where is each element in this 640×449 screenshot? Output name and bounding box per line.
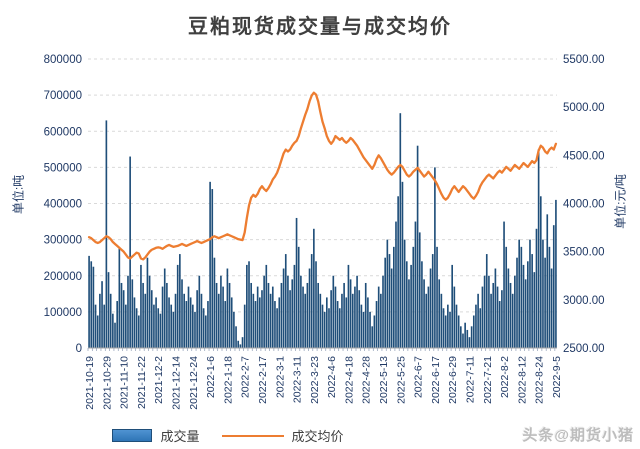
chart-title: 豆粕现货成交量与成交均价 xyxy=(188,16,452,38)
svg-text:4000.00: 4000.00 xyxy=(563,199,605,211)
svg-text:2021-11-22: 2021-11-22 xyxy=(136,356,148,409)
svg-text:2021-12-2: 2021-12-2 xyxy=(153,356,165,404)
x-axis xyxy=(87,347,557,351)
svg-text:2022-8-24: 2022-8-24 xyxy=(534,356,546,404)
svg-text:2021-12-24: 2021-12-24 xyxy=(188,356,200,410)
left-axis-unit-label: 单位:吨 xyxy=(11,174,26,215)
svg-text:600000: 600000 xyxy=(44,126,82,138)
chart-legend: 成交量 成交均价 xyxy=(0,426,470,445)
svg-text:2022-6-29: 2022-6-29 xyxy=(447,356,459,404)
x-axis-labels: 2021-10-19 2021-10-29 2021-11-10 2021-11-22… xyxy=(84,356,563,410)
svg-text:5000.00: 5000.00 xyxy=(563,102,605,114)
svg-text:200000: 200000 xyxy=(44,271,82,283)
svg-text:2022-1-18: 2022-1-18 xyxy=(222,356,234,404)
svg-text:500000: 500000 xyxy=(44,162,82,174)
price-line xyxy=(87,91,558,261)
svg-text:2022-4-18: 2022-4-18 xyxy=(343,356,355,404)
svg-text:2022-5-25: 2022-5-25 xyxy=(395,356,407,404)
svg-text:2022-1-6: 2022-1-6 xyxy=(205,356,217,398)
svg-text:2022-8-12: 2022-8-12 xyxy=(516,356,528,404)
right-axis-tick-labels: 2500.00 3000.00 3500.00 4000.00 4500.00 5000.… xyxy=(563,54,605,355)
volume-legend-swatch-icon xyxy=(112,429,153,442)
svg-text:300000: 300000 xyxy=(44,235,82,247)
svg-text:100000: 100000 xyxy=(44,307,82,319)
svg-text:2500.00: 2500.00 xyxy=(563,343,605,355)
svg-text:2021-11-10: 2021-11-10 xyxy=(119,356,131,409)
svg-text:4500.00: 4500.00 xyxy=(563,150,605,162)
svg-text:2022-2-7: 2022-2-7 xyxy=(240,356,252,398)
svg-text:2021-10-19: 2021-10-19 xyxy=(84,356,96,410)
volume-bars xyxy=(88,113,557,349)
chart-plot: 0 100000 200000 300000 400000 500000 600000 700… xyxy=(44,54,605,410)
price-legend-label: 成交均价 xyxy=(291,429,344,444)
svg-text:2022-7-21: 2022-7-21 xyxy=(482,356,494,404)
right-axis-unit-label: 单位:元/吨 xyxy=(613,174,628,229)
left-axis-tick-labels: 0 100000 200000 300000 400000 500000 600000 700… xyxy=(44,54,82,355)
svg-text:3500.00: 3500.00 xyxy=(563,247,605,259)
svg-text:700000: 700000 xyxy=(44,90,82,102)
svg-text:2022-4-6: 2022-4-6 xyxy=(326,356,338,398)
svg-text:2022-4-28: 2022-4-28 xyxy=(361,356,373,404)
svg-text:2022-3-23: 2022-3-23 xyxy=(309,356,321,404)
volume-legend-label: 成交量 xyxy=(160,429,200,444)
svg-text:400000: 400000 xyxy=(44,199,82,211)
svg-text:2022-5-13: 2022-5-13 xyxy=(378,356,390,404)
svg-text:800000: 800000 xyxy=(44,54,82,66)
svg-text:0: 0 xyxy=(76,343,82,355)
svg-text:2022-6-7: 2022-6-7 xyxy=(413,356,425,398)
svg-text:2022-9-5: 2022-9-5 xyxy=(551,356,563,398)
svg-text:3000.00: 3000.00 xyxy=(563,295,605,307)
svg-text:2022-7-11: 2022-7-11 xyxy=(464,356,476,403)
svg-text:2022-2-17: 2022-2-17 xyxy=(257,356,269,404)
svg-text:2022-6-17: 2022-6-17 xyxy=(430,356,442,404)
svg-text:2022-8-2: 2022-8-2 xyxy=(499,356,511,398)
svg-text:5500.00: 5500.00 xyxy=(563,54,605,66)
svg-text:2022-3-11: 2022-3-11 xyxy=(292,356,304,403)
watermark: 头条@期货小猪 xyxy=(522,427,634,444)
svg-text:2022-3-1: 2022-3-1 xyxy=(274,356,286,398)
svg-text:2021-10-29: 2021-10-29 xyxy=(101,356,113,410)
svg-text:2021-12-14: 2021-12-14 xyxy=(171,356,183,410)
price-legend-line-icon xyxy=(221,434,284,437)
gridlines xyxy=(88,58,557,313)
